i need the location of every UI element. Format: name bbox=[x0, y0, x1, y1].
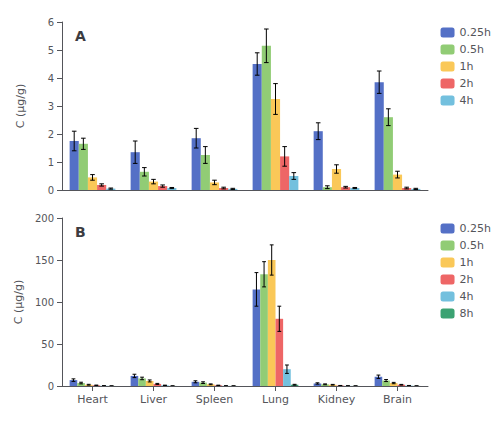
svg-text:Heart: Heart bbox=[77, 393, 108, 406]
svg-text:C (μg/g): C (μg/g) bbox=[14, 84, 27, 128]
svg-text:0.25h: 0.25h bbox=[460, 222, 491, 235]
svg-text:Spleen: Spleen bbox=[196, 393, 234, 406]
svg-text:0.5h: 0.5h bbox=[460, 43, 484, 56]
svg-text:2: 2 bbox=[48, 129, 54, 140]
svg-text:0.5h: 0.5h bbox=[460, 239, 484, 252]
svg-text:5: 5 bbox=[48, 45, 54, 56]
svg-text:1h: 1h bbox=[460, 60, 474, 73]
svg-text:100: 100 bbox=[35, 297, 54, 308]
svg-text:4h: 4h bbox=[460, 94, 474, 107]
svg-text:150: 150 bbox=[35, 255, 54, 266]
svg-text:4h: 4h bbox=[460, 290, 474, 303]
svg-text:Brain: Brain bbox=[383, 393, 412, 406]
svg-text:4: 4 bbox=[48, 73, 54, 84]
svg-text:2h: 2h bbox=[460, 273, 474, 286]
svg-text:0.25h: 0.25h bbox=[460, 26, 491, 39]
svg-text:3: 3 bbox=[48, 101, 54, 112]
svg-text:A: A bbox=[75, 28, 86, 44]
svg-text:0: 0 bbox=[48, 381, 54, 392]
svg-text:B: B bbox=[75, 224, 86, 240]
svg-text:8h: 8h bbox=[460, 307, 474, 320]
svg-text:6: 6 bbox=[48, 17, 54, 28]
svg-text:1: 1 bbox=[48, 157, 54, 168]
svg-text:50: 50 bbox=[41, 339, 54, 350]
svg-text:Kidney: Kidney bbox=[318, 393, 356, 406]
svg-text:Liver: Liver bbox=[140, 393, 167, 406]
svg-text:Lung: Lung bbox=[262, 393, 289, 406]
svg-text:1h: 1h bbox=[460, 256, 474, 269]
svg-text:0: 0 bbox=[48, 185, 54, 196]
svg-text:C (μg/g): C (μg/g) bbox=[12, 280, 25, 324]
svg-text:2h: 2h bbox=[460, 77, 474, 90]
svg-text:200: 200 bbox=[35, 213, 54, 224]
